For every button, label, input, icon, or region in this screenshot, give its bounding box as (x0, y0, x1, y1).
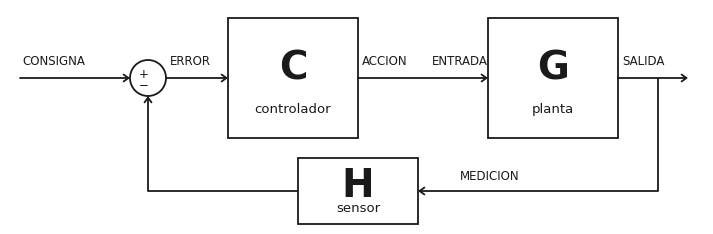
Text: controlador: controlador (255, 103, 332, 116)
Text: H: H (342, 167, 374, 205)
Text: ENTRADA: ENTRADA (432, 55, 488, 68)
Text: sensor: sensor (336, 202, 380, 215)
Text: C: C (279, 49, 307, 88)
Text: G: G (537, 49, 569, 88)
Text: CONSIGNA: CONSIGNA (22, 55, 85, 68)
Circle shape (130, 60, 166, 96)
Bar (488, 18, 618, 138)
Text: MEDICION: MEDICION (460, 170, 520, 183)
Text: SALIDA: SALIDA (622, 55, 665, 68)
Bar (228, 18, 358, 138)
Text: ERROR: ERROR (170, 55, 211, 68)
Text: +: + (139, 69, 149, 81)
Text: planta: planta (532, 103, 574, 116)
Text: ACCION: ACCION (362, 55, 408, 68)
Bar (298, 158, 418, 224)
Text: −: − (139, 80, 149, 92)
